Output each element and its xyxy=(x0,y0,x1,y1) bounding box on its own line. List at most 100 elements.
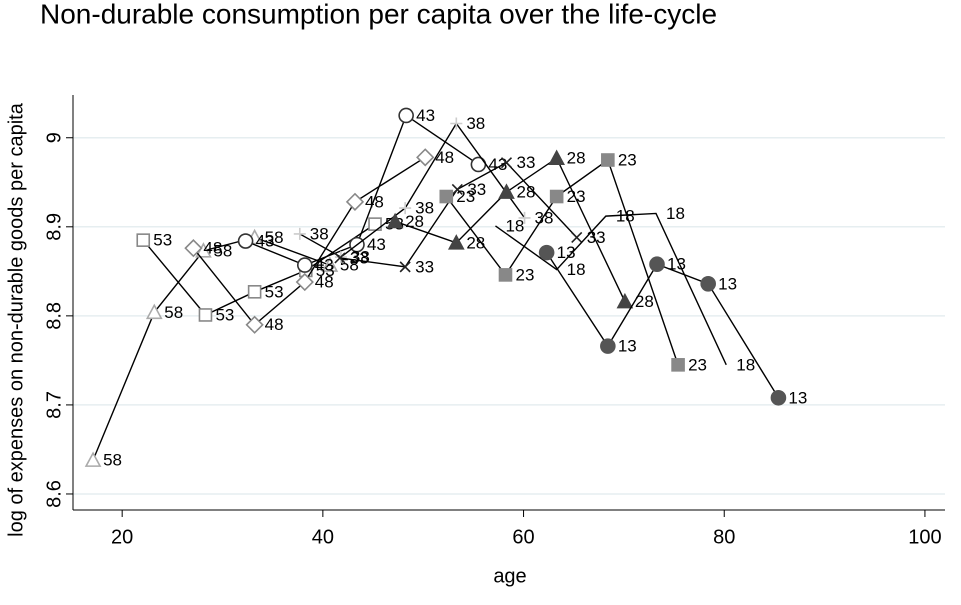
marker xyxy=(548,149,566,166)
marker xyxy=(321,256,339,272)
point-label: 43 xyxy=(256,232,275,251)
marker xyxy=(84,451,102,467)
series-line xyxy=(495,212,727,366)
point-label: 58 xyxy=(265,228,284,247)
point-label: 23 xyxy=(567,187,586,206)
point-label: 38 xyxy=(310,224,329,243)
point-label: 13 xyxy=(667,255,686,274)
marker xyxy=(500,157,513,169)
x-tick-label: 40 xyxy=(312,526,334,548)
point-label: 23 xyxy=(456,187,475,206)
marker xyxy=(571,231,583,244)
marker xyxy=(184,239,203,258)
point-label: 33 xyxy=(516,153,535,172)
point-label: 48 xyxy=(435,148,454,167)
point-label: 53 xyxy=(316,261,335,280)
point-label: 33 xyxy=(467,180,486,199)
marker xyxy=(671,358,685,372)
point-label: 13 xyxy=(557,243,576,262)
point-label: 28 xyxy=(635,292,654,311)
point-label: 13 xyxy=(788,388,807,407)
marker xyxy=(439,189,454,204)
marker xyxy=(451,183,463,195)
point-label: 18 xyxy=(666,204,685,223)
marker xyxy=(447,234,465,250)
marker xyxy=(295,272,314,292)
marker xyxy=(399,261,411,273)
x-tick-label: 80 xyxy=(713,526,735,548)
point-label: 43 xyxy=(416,106,435,125)
point-label: 28 xyxy=(567,149,586,168)
point-label: 23 xyxy=(515,265,534,284)
marker xyxy=(498,183,515,199)
marker xyxy=(398,107,414,124)
point-label: 33 xyxy=(350,248,369,267)
point-label: 58 xyxy=(213,241,232,260)
marker xyxy=(450,117,463,130)
point-label: 48 xyxy=(365,192,384,211)
marker xyxy=(247,285,262,299)
marker xyxy=(334,252,346,264)
point-label: 18 xyxy=(736,355,755,374)
point-label: 28 xyxy=(516,183,535,202)
y-axis-label: log of expenses on non-durable goods per… xyxy=(5,102,27,537)
point-label: 53 xyxy=(153,231,172,250)
marker xyxy=(399,202,412,215)
point-label: 23 xyxy=(618,150,637,169)
marker xyxy=(293,227,306,240)
marker xyxy=(770,389,787,406)
point-label: 48 xyxy=(315,273,334,292)
x-tick-label: 100 xyxy=(908,526,941,548)
point-label: 43 xyxy=(315,256,334,275)
point-label: 58 xyxy=(103,451,122,470)
point-label: 38 xyxy=(535,208,554,227)
point-label: 18 xyxy=(616,207,635,226)
marker xyxy=(136,233,151,247)
point-label: 58 xyxy=(164,303,183,322)
point-label: 38 xyxy=(415,199,434,218)
point-label: 43 xyxy=(367,235,386,254)
marker xyxy=(700,275,716,292)
marker xyxy=(549,189,564,204)
y-tick-label: 8.7 xyxy=(43,391,65,419)
y-tick-label: 9 xyxy=(43,132,65,143)
marker xyxy=(600,338,616,354)
marker xyxy=(416,148,435,167)
x-tick-label: 60 xyxy=(512,526,534,548)
point-label: 18 xyxy=(505,216,524,235)
y-tick-label: 8.8 xyxy=(43,302,65,330)
marker xyxy=(198,308,213,322)
marker xyxy=(345,192,365,211)
marker xyxy=(470,156,487,173)
y-tick-label: 8.9 xyxy=(43,213,65,241)
marker xyxy=(616,292,634,309)
marker xyxy=(498,268,513,282)
marker xyxy=(296,257,313,273)
marker xyxy=(601,153,615,167)
chart-title: Non-durable consumption per capita over … xyxy=(40,0,717,29)
x-axis-label: age xyxy=(493,565,526,587)
point-label: 13 xyxy=(718,274,737,293)
marker xyxy=(386,212,404,229)
point-label: 48 xyxy=(203,239,222,258)
point-label: 33 xyxy=(415,257,434,276)
marker xyxy=(145,303,163,320)
point-label: 38 xyxy=(466,114,485,133)
point-label: 23 xyxy=(688,355,707,374)
marker xyxy=(368,217,382,231)
point-label: 28 xyxy=(466,233,485,252)
point-label: 18 xyxy=(567,260,586,279)
point-label: 53 xyxy=(215,305,234,324)
point-label: 33 xyxy=(587,228,606,247)
marker xyxy=(538,244,555,261)
point-label: 13 xyxy=(618,337,637,356)
y-tick-label: 8.6 xyxy=(43,480,65,508)
point-label: 53 xyxy=(265,282,284,301)
point-label: 48 xyxy=(265,315,284,334)
marker xyxy=(237,233,254,249)
marker xyxy=(245,315,264,334)
x-tick-label: 20 xyxy=(111,526,133,548)
point-label: 28 xyxy=(405,212,424,231)
marker xyxy=(649,256,665,273)
marker xyxy=(518,211,531,224)
